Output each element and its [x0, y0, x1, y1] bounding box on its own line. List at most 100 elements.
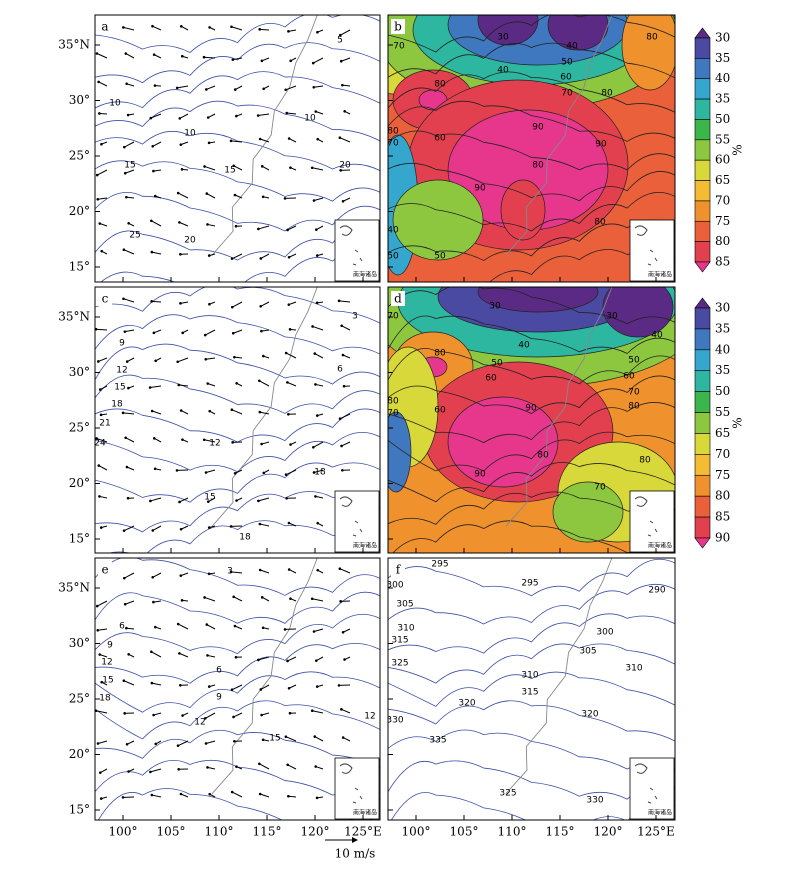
wind-head: [95, 327, 98, 331]
wind-head: [234, 224, 238, 228]
shaded-area: [392, 179, 484, 261]
wind-vector: [152, 25, 162, 31]
contour-label: 30: [489, 302, 501, 312]
contour-label: 70: [628, 388, 640, 398]
wind-vector: [339, 413, 351, 420]
wind-vector: [258, 656, 270, 661]
wind-head: [287, 568, 291, 571]
wind-head: [150, 793, 154, 797]
panel-letter: b: [394, 20, 402, 34]
wind-vector: [205, 712, 216, 719]
contour-line: [95, 591, 380, 624]
wind-vector: [341, 325, 351, 331]
contour-line: [388, 100, 675, 142]
contour-label: 40: [387, 226, 399, 236]
wind-head: [179, 527, 183, 531]
contour-line: [95, 130, 380, 171]
wind-head: [205, 192, 209, 195]
lon-label: 100°: [402, 825, 431, 839]
wind-head: [203, 165, 206, 168]
wind-vector: [123, 26, 135, 31]
wind-head: [312, 445, 315, 449]
wind-vector: [313, 469, 324, 473]
wind-vector: [287, 381, 297, 387]
colorbar-label: 80: [715, 489, 730, 503]
contour-label: 330: [586, 796, 603, 806]
wind-head: [340, 708, 343, 711]
wind-head: [122, 26, 125, 29]
panel-bg: [388, 558, 675, 820]
wind-vector: [97, 169, 108, 176]
wind-head: [181, 331, 185, 335]
wind-head: [151, 529, 155, 532]
contour-label: 300: [386, 581, 403, 591]
contour-label: 9: [216, 693, 222, 703]
wind-head: [206, 766, 209, 769]
contour-line: [388, 760, 675, 800]
wind-head: [150, 681, 154, 685]
colorbar-tip: [694, 27, 711, 39]
contour-label: 335: [429, 736, 446, 746]
colorbar-segment: [694, 433, 711, 455]
contour-line: [388, 192, 675, 232]
wind-head: [233, 739, 236, 743]
wind-head: [230, 688, 234, 691]
wind-head: [257, 658, 260, 662]
wind-head: [176, 360, 179, 364]
contour-line: [388, 583, 675, 625]
wind-vector: [151, 220, 162, 227]
contour-line: [388, 347, 675, 385]
contour-label: 30: [606, 312, 618, 322]
inset-box: [334, 490, 380, 553]
wind-vector: [313, 197, 324, 201]
wind-head: [230, 408, 234, 412]
wind-vector: [258, 225, 270, 230]
contour-label: 15: [204, 493, 215, 503]
wind-head: [229, 525, 233, 528]
wind-head: [287, 137, 291, 140]
contour-label: 80: [594, 218, 606, 228]
wind-vector: [312, 598, 324, 602]
wind-vector: [98, 357, 108, 362]
wind-head: [315, 254, 319, 257]
wind-head: [338, 136, 342, 140]
contour-line: [456, 249, 675, 282]
wind-head: [338, 567, 342, 571]
wind-head: [258, 522, 262, 526]
contour-label: 15: [114, 383, 125, 393]
contour-label: 70: [387, 312, 399, 322]
wind-head: [95, 604, 99, 608]
panel-frame: [94, 557, 381, 821]
wind-head: [231, 441, 234, 444]
wind-head: [235, 765, 238, 768]
contour-label: 50: [434, 252, 446, 262]
contour-label: 80: [639, 456, 651, 466]
wind-head: [124, 52, 128, 55]
wind-head: [315, 414, 319, 417]
wind-head: [233, 471, 237, 475]
inset-coast: [634, 763, 658, 804]
contour-label: 70: [387, 409, 399, 419]
contour-label: 40: [497, 66, 509, 76]
contour-line: [388, 287, 675, 325]
wind-head: [261, 626, 265, 630]
lat-label: 15°: [69, 803, 90, 817]
letter-bg: [98, 291, 112, 306]
wind-head: [207, 141, 211, 145]
inset-box: [334, 757, 380, 820]
wind-head: [287, 30, 290, 33]
wind-head: [125, 82, 128, 86]
contour-label: 80: [628, 402, 640, 412]
panel-frame: [387, 14, 676, 283]
wind-head: [98, 222, 102, 225]
wind-head: [204, 716, 207, 720]
wind-vector: [258, 113, 270, 117]
inset-label: 南海诸岛: [353, 809, 377, 817]
contour-label: 15: [224, 166, 235, 176]
wind-head: [177, 383, 181, 387]
contour-line: [95, 343, 380, 385]
contour-line: [388, 71, 675, 113]
contour-line: [388, 643, 675, 684]
contour-line: [95, 558, 380, 596]
contour-label: 10: [109, 99, 121, 109]
